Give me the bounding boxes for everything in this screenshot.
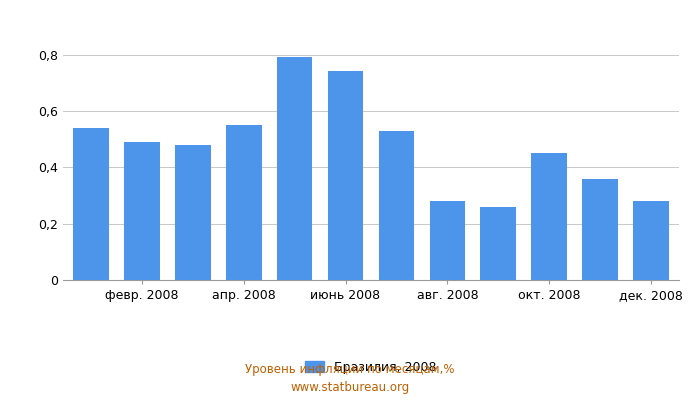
Bar	[531, 153, 567, 280]
Bar	[634, 201, 668, 280]
Bar	[430, 201, 466, 280]
Bar	[379, 131, 414, 280]
Bar	[328, 72, 363, 280]
Bar	[175, 145, 211, 280]
Bar	[480, 207, 516, 280]
Bar	[124, 142, 160, 280]
Text: Уровень инфляции по месяцам,%: Уровень инфляции по месяцам,%	[245, 364, 455, 376]
Bar	[582, 178, 618, 280]
Bar	[276, 57, 312, 280]
Bar	[74, 128, 108, 280]
Text: www.statbureau.org: www.statbureau.org	[290, 382, 410, 394]
Legend: Бразилия, 2008: Бразилия, 2008	[300, 356, 442, 379]
Bar	[226, 125, 262, 280]
